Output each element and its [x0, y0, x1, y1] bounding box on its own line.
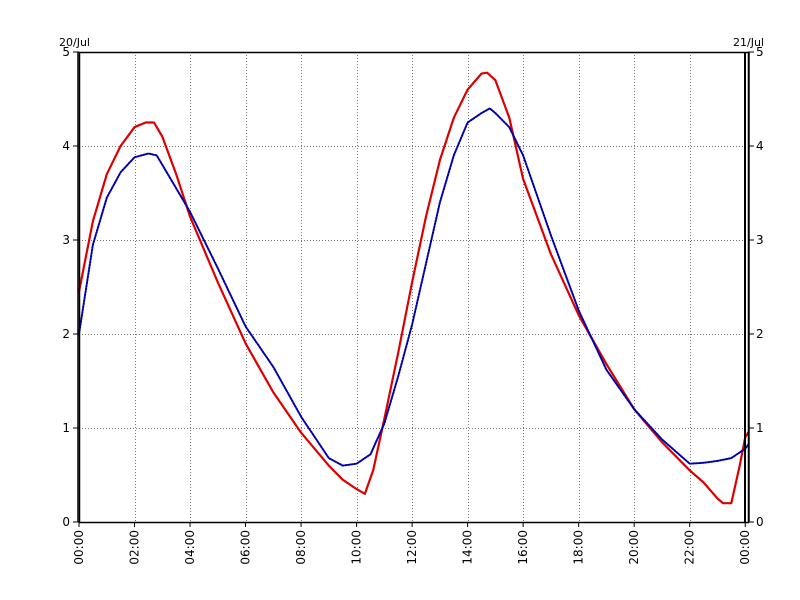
x-tick-label: 00:00: [738, 530, 752, 565]
x-tick-label: 14:00: [461, 530, 475, 565]
x-tick-label: 10:00: [350, 530, 364, 565]
y-tick-label-right: 3: [756, 233, 764, 247]
y-tick-label-left: 1: [62, 421, 70, 435]
x-tick-label: 00:00: [72, 530, 86, 565]
x-tick-label: 18:00: [572, 530, 586, 565]
y-tick-label-left: 5: [62, 45, 70, 59]
y-tick-label-left: 4: [62, 139, 70, 153]
x-tick-label: 20:00: [627, 530, 641, 565]
x-tick-label: 22:00: [683, 530, 697, 565]
series-line-2: [78, 107, 749, 467]
y-tick-label-right: 5: [756, 45, 764, 59]
y-tick-label-left: 2: [62, 327, 70, 341]
series-line-1: [77, 71, 750, 505]
y-tick-label-right: 4: [756, 139, 764, 153]
x-tick-label: 02:00: [128, 530, 142, 565]
y-tick-label-right: 0: [756, 515, 764, 529]
y-tick-label-left: 0: [62, 515, 70, 529]
tick-labels: 0 0 1 1 2 2 3 3 4 4 5 5 00:00 02:00 04:00 06:00 08:00 10:…: [59, 36, 764, 565]
axes: [73, 51, 754, 527]
y-tick-label-right: 2: [756, 327, 764, 341]
date-label-left: 20/Jul: [59, 36, 90, 49]
y-tick-label-right: 1: [756, 421, 764, 435]
y-tick-label-left: 3: [62, 233, 70, 247]
x-tick-label: 16:00: [516, 530, 530, 565]
plot-frame: [78, 51, 750, 524]
x-tick-label: 06:00: [239, 530, 253, 565]
x-tick-label: 04:00: [183, 530, 197, 565]
x-tick-label: 08:00: [294, 530, 308, 565]
date-label-right: 21/Jul: [733, 36, 764, 49]
grid-lines: [79, 52, 748, 522]
series-lines: [77, 71, 750, 505]
x-tick-label: 12:00: [405, 530, 419, 565]
